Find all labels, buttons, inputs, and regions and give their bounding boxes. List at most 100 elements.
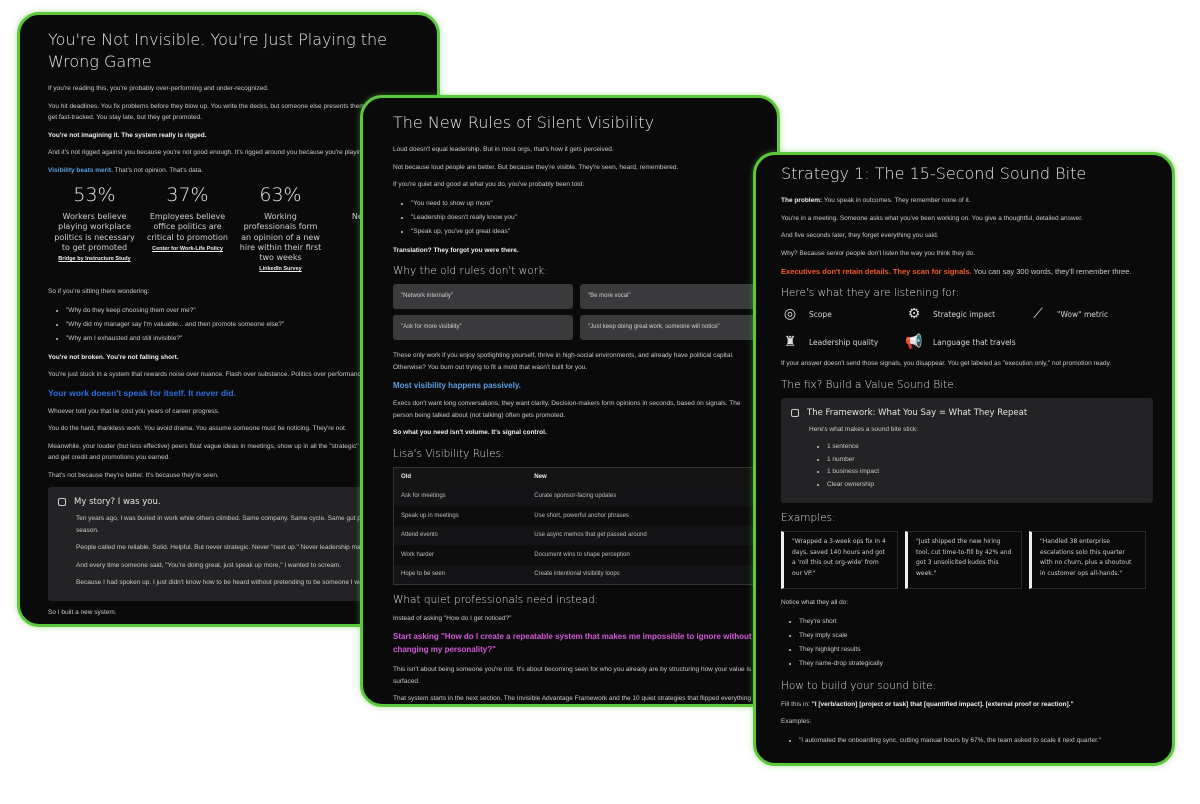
list-item: "Why do they keep choosing them over me?… bbox=[66, 304, 437, 318]
section-heading: How to build your sound bite: bbox=[781, 679, 937, 692]
example-quote: "Handled 38 enterprise escalations solo … bbox=[1029, 531, 1146, 589]
table-header-row: Old New bbox=[393, 467, 763, 487]
signal-item: ⟋ "Wow" metric bbox=[1029, 306, 1153, 322]
signals-grid: ◎ Scope ⚙ Strategic impact ⟋ "Wow" metric ♜… bbox=[781, 306, 1153, 350]
list-item: "Leadership doesn't really know you" bbox=[411, 211, 777, 225]
list-item: "I automated the onboarding sync, cuttin… bbox=[799, 734, 1153, 748]
paragraph: The problem: You speak in outcomes. They… bbox=[781, 197, 971, 204]
table-row: Attend events Use async memos that get pa… bbox=[393, 525, 763, 545]
paragraph: You're in a meeting. Someone asks what y… bbox=[781, 214, 1083, 222]
traits-list: They're short They imply scale They high… bbox=[799, 615, 1153, 671]
section-heading: What quiet professionals need instead: bbox=[393, 593, 599, 606]
paragraph: Meanwhile, your louder (but less effecti… bbox=[48, 442, 440, 462]
paragraph: So if you're sitting there wondering: bbox=[48, 288, 150, 296]
paragraph: You're just stuck in a system that rewar… bbox=[48, 371, 367, 379]
paragraph: Loud doesn't equal leadership. But in mo… bbox=[393, 146, 614, 153]
section-heading: Why the old rules don't work: bbox=[393, 265, 548, 277]
list-item: "Why did my manager say I'm valuable... … bbox=[66, 318, 437, 332]
bold-statement: You're not broken. You're not falling sh… bbox=[48, 353, 179, 361]
list-item: 1 sentence bbox=[827, 441, 1143, 454]
paragraph: So I built a new system. bbox=[48, 608, 117, 616]
paragraph: Because I had spoken up. I just didn't k… bbox=[76, 579, 375, 587]
list-item: 1 business impact bbox=[827, 466, 1143, 479]
callout-title: My story? I was you. bbox=[74, 497, 161, 508]
paragraph: And five seconds later, they forget ever… bbox=[781, 232, 939, 239]
stat: 63% Working professionals form an opinion… bbox=[234, 184, 327, 272]
list-item: They name-drop strategically bbox=[799, 657, 1153, 671]
paragraph: If you're quiet and good at what you do,… bbox=[393, 181, 585, 188]
paragraph: Examples: bbox=[781, 718, 812, 725]
table-row: Work harder Document wins to shape percep… bbox=[393, 545, 763, 565]
example-quote: "Wrapped a 3-week ops fix in 4 days, sav… bbox=[781, 531, 898, 589]
note-icon bbox=[791, 408, 799, 417]
list-item: Clear ownership bbox=[827, 479, 1143, 492]
examples-row: "Wrapped a 3-week ops fix in 4 days, sav… bbox=[781, 531, 1153, 589]
list-item: They imply scale bbox=[799, 629, 1153, 643]
signal-item: 📢 Language that travels bbox=[905, 334, 1016, 350]
list-item: 1 number bbox=[827, 454, 1143, 467]
paragraph: Visibility beats merit. That's not opini… bbox=[48, 166, 203, 174]
card-title: The New Rules of Silent Visibility bbox=[393, 113, 655, 132]
question-list: "Why do they keep choosing them over me?… bbox=[66, 304, 437, 346]
paragraph: If you're reading this, you're probably … bbox=[48, 85, 269, 92]
source-link[interactable]: Bridge by Instructure Study bbox=[58, 256, 131, 263]
note-icon bbox=[58, 498, 66, 507]
paragraph: Why? Because senior people don't listen … bbox=[781, 249, 976, 257]
old-rule-card: "Just keep doing great work, someone wil… bbox=[580, 315, 760, 340]
stat: 37% Employees believe office politics are… bbox=[141, 184, 234, 272]
source-link[interactable]: Center for Work-Life Policy bbox=[152, 245, 223, 252]
paragraph: Fill this in: "I [verb/action] [project … bbox=[781, 700, 1074, 708]
old-rule-card: "Network internally" bbox=[393, 284, 573, 309]
paragraph: Not because loud people are better. But … bbox=[393, 163, 679, 171]
paragraph: Instead of asking "How do I get noticed?… bbox=[393, 614, 512, 622]
list-item: They're short bbox=[799, 615, 1153, 629]
paragraph: That system starts in the next section. … bbox=[393, 695, 751, 702]
bold-statement: So what you need isn't volume. It's sign… bbox=[393, 429, 547, 436]
paragraph: Ten years ago, I was buried in work whil… bbox=[76, 515, 424, 534]
framework-callout: The Framework: What You Say = What They … bbox=[781, 397, 1153, 503]
advice-list: "You need to show up more" "Leadership d… bbox=[411, 197, 777, 239]
list-item: "You need to show up more" bbox=[411, 197, 777, 211]
page-card-silent-visibility: The New Rules of Silent Visibility Loud … bbox=[360, 95, 780, 707]
paragraph: Notice what they all do: bbox=[781, 599, 849, 606]
paragraph: Whoever told you that lie cost you years… bbox=[48, 407, 220, 415]
card-title: Strategy 1: The 15-Second Sound Bite bbox=[781, 164, 1087, 183]
section-heading: The fix? Build a Value Sound Bite. bbox=[781, 378, 958, 391]
blue-heading: Most visibility happens passively. bbox=[393, 381, 521, 390]
blue-heading: Your work doesn't speak for itself. It n… bbox=[48, 387, 236, 398]
old-rule-card: "Ask for more visibility" bbox=[393, 315, 573, 340]
bold-statement: Translation? They forgot you were there. bbox=[393, 246, 519, 254]
example-quote: "Just shipped the new hiring tool, cut t… bbox=[905, 531, 1022, 589]
chess-piece-icon: ♜ bbox=[783, 334, 797, 350]
paragraph: People called me reliable. Solid. Helpfu… bbox=[76, 544, 377, 552]
chart-line-icon: ⟋ bbox=[1033, 306, 1043, 322]
paragraph: You do the hard, thankless work. You avo… bbox=[48, 425, 347, 433]
list-item: "Why am I exhausted and still invisible?… bbox=[66, 332, 437, 346]
paragraph: This isn't about being someone you're no… bbox=[393, 666, 752, 685]
signal-item: ⚙ Strategic impact bbox=[905, 306, 1029, 322]
paragraph: And every time someone said, "You're doi… bbox=[76, 561, 342, 569]
bold-statement: You're not imagining it. The system real… bbox=[48, 131, 207, 139]
paragraph: And it's not rigged against you because … bbox=[48, 149, 416, 156]
table-row: Ask for meetings Curate sponsor-facing up… bbox=[393, 486, 763, 506]
section-heading: Examples: bbox=[781, 512, 836, 524]
table-row: Hope to be seen Create intentional visibi… bbox=[393, 564, 763, 584]
stat: 53% Workers believe playing workplace pol… bbox=[48, 184, 141, 272]
strategic-impact-icon: ⚙ bbox=[907, 306, 921, 322]
paragraph: That's not because they're better. It's … bbox=[48, 471, 219, 479]
visibility-rules-table: Old New Ask for meetings Curate sponsor-fa… bbox=[393, 466, 763, 585]
paragraph: You hit deadlines. You fix problems befo… bbox=[48, 102, 440, 122]
card-title: You're Not Invisible. You're Just Playin… bbox=[48, 30, 388, 71]
criteria-list: 1 sentence 1 number 1 business impact Cl… bbox=[827, 441, 1143, 491]
table-row: Speak up in meetings Use short, powerful … bbox=[393, 506, 763, 526]
source-link[interactable]: LinkedIn Survey bbox=[259, 266, 302, 273]
scope-icon: ◎ bbox=[783, 306, 797, 322]
paragraph: If your answer doesn't send those signal… bbox=[781, 360, 1112, 367]
paragraph: These only work if you enjoy spotlightin… bbox=[393, 352, 734, 371]
old-rules-grid: "Network internally" "Be more vocal" "As… bbox=[393, 284, 777, 340]
paragraph: Execs don't want long conversations, the… bbox=[393, 400, 741, 419]
list-item: They highlight results bbox=[799, 643, 1153, 657]
highlight-paragraph: Executives don't retain details. They sc… bbox=[781, 267, 1132, 276]
example-list: "I automated the onboarding sync, cuttin… bbox=[799, 734, 1153, 748]
paragraph: Here's what makes a sound bite stick: bbox=[809, 425, 918, 433]
